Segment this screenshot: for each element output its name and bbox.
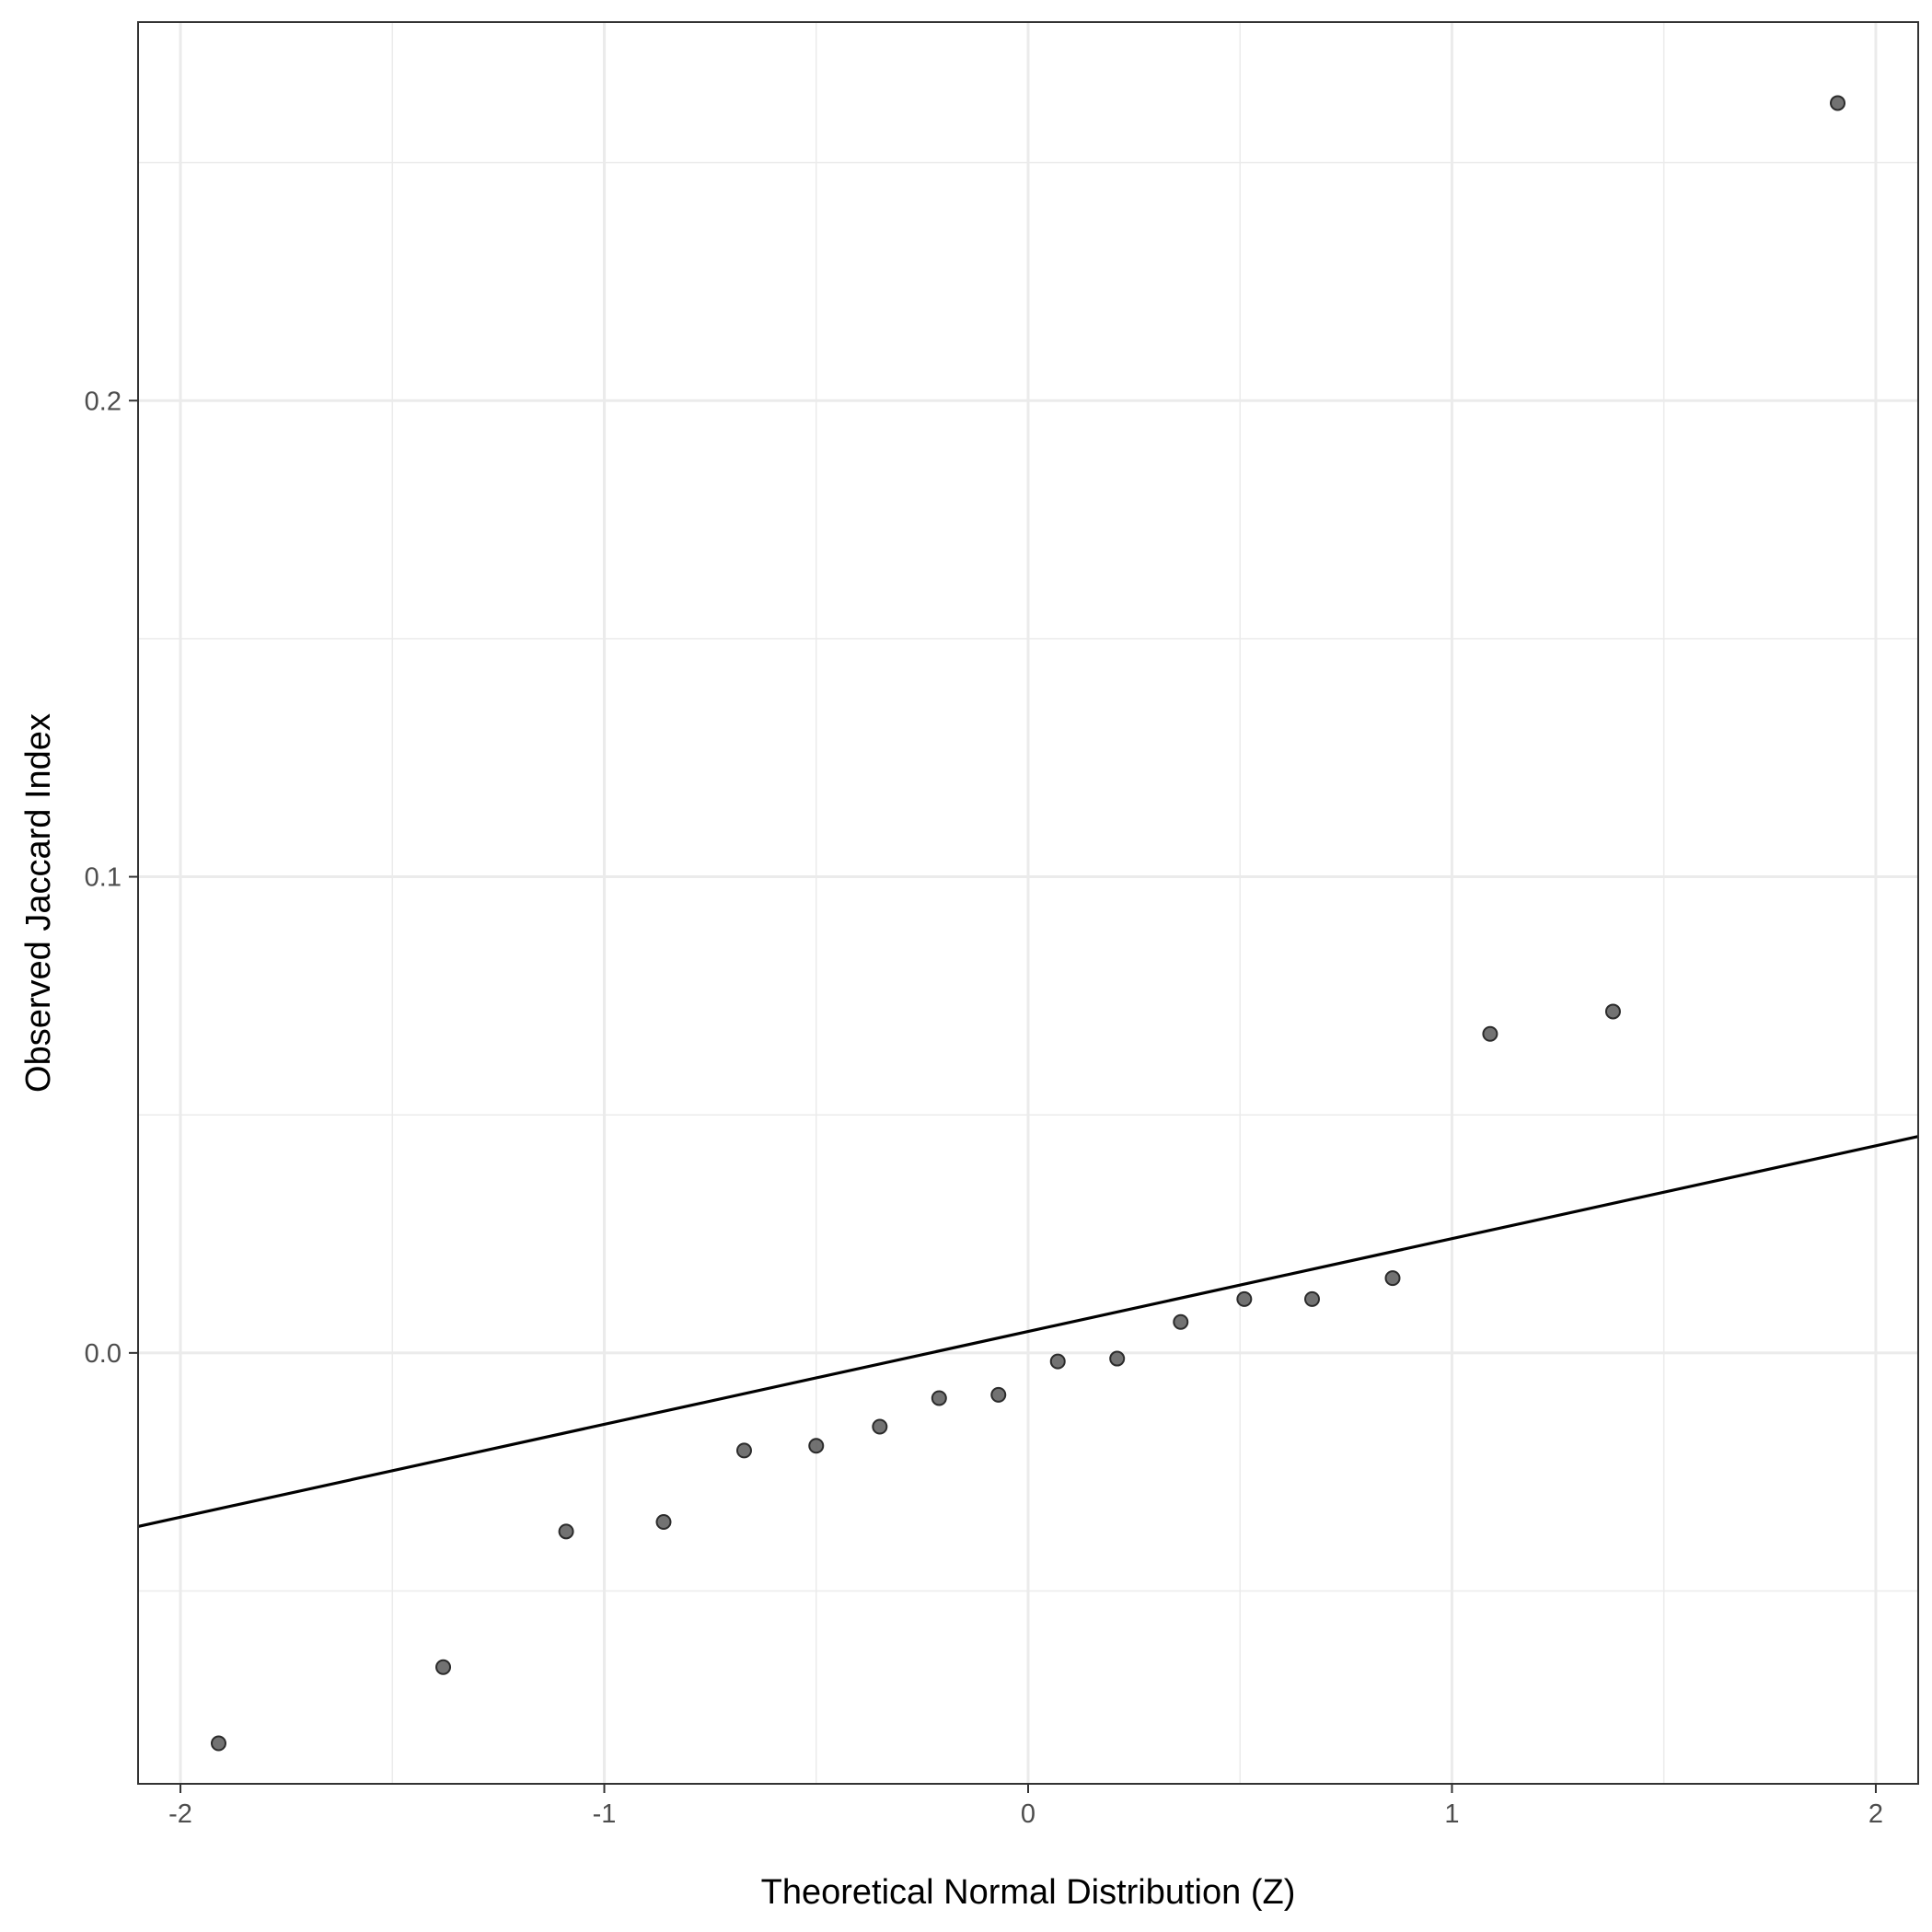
reference-line (137, 1135, 1919, 1528)
y-axis: 0.0 0.1 0.2 (85, 387, 138, 1369)
x-tick-label: 0 (1021, 1799, 1035, 1829)
data-point (1384, 1270, 1401, 1287)
data-point (808, 1438, 825, 1454)
x-tick-label: -1 (593, 1799, 617, 1829)
data-point (1830, 95, 1846, 111)
data-point (1604, 1003, 1621, 1020)
x-tick-label: 2 (1868, 1799, 1883, 1829)
data-point (558, 1523, 574, 1540)
x-axis: -2 -1 0 1 2 (168, 1784, 1883, 1829)
data-point (1482, 1025, 1498, 1042)
data-point (1173, 1313, 1189, 1330)
y-axis-title: Observed Jaccard Index (19, 713, 58, 1093)
data-point (735, 1442, 752, 1459)
reference-line-group (137, 1135, 1919, 1528)
data-point (872, 1418, 888, 1435)
x-axis-title: Theoretical Normal Distribution (Z) (761, 1873, 1296, 1912)
data-point (210, 1735, 226, 1752)
data-point (990, 1386, 1007, 1403)
data-point (931, 1390, 947, 1406)
major-gridlines (138, 22, 1918, 1784)
y-tick-label: 0.2 (85, 387, 121, 416)
data-point (1304, 1290, 1321, 1307)
data-point (435, 1659, 452, 1675)
x-tick-label: -2 (168, 1799, 192, 1829)
data-points (210, 95, 1846, 1752)
data-point (655, 1513, 672, 1530)
data-point (1109, 1350, 1126, 1367)
data-point (1049, 1353, 1066, 1370)
y-tick-label: 0.1 (85, 863, 121, 893)
data-point (1236, 1290, 1253, 1307)
y-tick-label: 0.0 (85, 1339, 121, 1369)
x-tick-label: 1 (1444, 1799, 1459, 1829)
